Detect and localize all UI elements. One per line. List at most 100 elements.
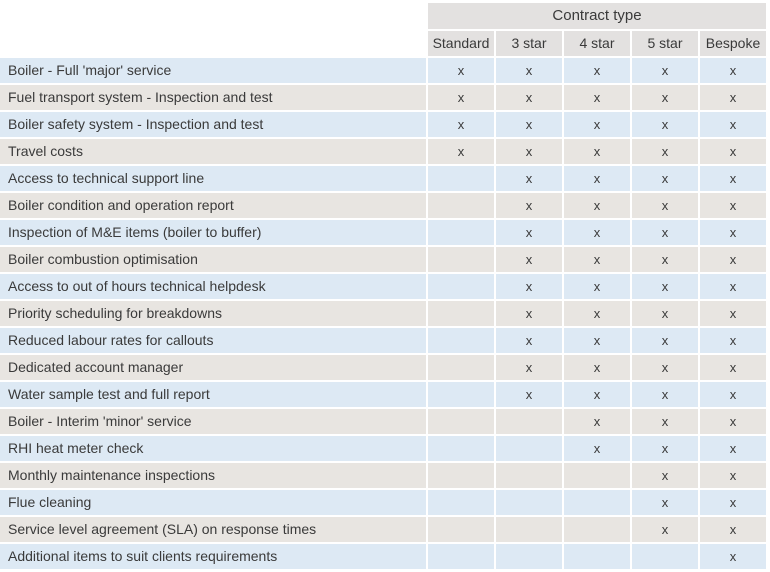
table-row: Monthly maintenance inspections x x <box>0 463 770 488</box>
mark-cell-4-star: x <box>564 247 630 272</box>
service-label-cell: Fuel transport system - Inspection and t… <box>0 85 426 110</box>
mark-cell-3-star <box>496 517 562 542</box>
table-row: Flue cleaning x x <box>0 490 770 515</box>
table-row: Access to out of hours technical helpdes… <box>0 274 770 299</box>
mark-cell-standard: x <box>428 85 494 110</box>
mark-cell-standard <box>428 436 494 461</box>
mark-cell-3-star: x <box>496 382 562 407</box>
mark-cell-3-star: x <box>496 193 562 218</box>
service-label-cell: Travel costs <box>0 139 426 164</box>
table-header: Contract type Standard 3 star 4 star 5 s… <box>428 3 766 56</box>
col-header-5-star: 5 star <box>632 31 698 56</box>
mark-cell-5-star: x <box>632 301 698 326</box>
mark-cell-3-star: x <box>496 355 562 380</box>
mark-cell-standard <box>428 490 494 515</box>
mark-cell-standard <box>428 544 494 569</box>
table-row: Additional items to suit clients require… <box>0 544 770 569</box>
table-row: Service level agreement (SLA) on respons… <box>0 517 770 542</box>
service-label-cell: Boiler - Full 'major' service <box>0 58 426 83</box>
service-label-cell: Service level agreement (SLA) on respons… <box>0 517 426 542</box>
mark-cell-bespoke: x <box>700 166 766 191</box>
mark-cell-5-star: x <box>632 490 698 515</box>
mark-cell-4-star: x <box>564 355 630 380</box>
col-header-3-star: 3 star <box>496 31 562 56</box>
mark-cell-standard <box>428 247 494 272</box>
mark-cell-5-star: x <box>632 409 698 434</box>
mark-cell-standard <box>428 517 494 542</box>
mark-cell-4-star: x <box>564 409 630 434</box>
mark-cell-5-star: x <box>632 517 698 542</box>
mark-cell-5-star: x <box>632 139 698 164</box>
mark-cell-5-star: x <box>632 382 698 407</box>
mark-cell-bespoke: x <box>700 58 766 83</box>
mark-cell-4-star: x <box>564 436 630 461</box>
mark-cell-5-star: x <box>632 58 698 83</box>
table-row: Reduced labour rates for callouts x x x … <box>0 328 770 353</box>
service-label-cell: Flue cleaning <box>0 490 426 515</box>
mark-cell-bespoke: x <box>700 436 766 461</box>
table-row: Dedicated account manager x x x x <box>0 355 770 380</box>
mark-cell-4-star: x <box>564 274 630 299</box>
table-row: Fuel transport system - Inspection and t… <box>0 85 770 110</box>
service-label-cell: Boiler - Interim 'minor' service <box>0 409 426 434</box>
service-label-cell: Reduced labour rates for callouts <box>0 328 426 353</box>
service-label-cell: Additional items to suit clients require… <box>0 544 426 569</box>
mark-cell-4-star: x <box>564 112 630 137</box>
service-label-cell: RHI heat meter check <box>0 436 426 461</box>
mark-cell-5-star: x <box>632 247 698 272</box>
mark-cell-4-star: x <box>564 328 630 353</box>
mark-cell-5-star: x <box>632 463 698 488</box>
mark-cell-bespoke: x <box>700 355 766 380</box>
mark-cell-standard <box>428 193 494 218</box>
mark-cell-bespoke: x <box>700 112 766 137</box>
service-label-cell: Dedicated account manager <box>0 355 426 380</box>
mark-cell-4-star: x <box>564 301 630 326</box>
mark-cell-standard <box>428 463 494 488</box>
mark-cell-4-star: x <box>564 85 630 110</box>
mark-cell-3-star <box>496 490 562 515</box>
mark-cell-standard <box>428 166 494 191</box>
mark-cell-5-star: x <box>632 193 698 218</box>
mark-cell-3-star: x <box>496 301 562 326</box>
mark-cell-standard <box>428 328 494 353</box>
mark-cell-3-star <box>496 436 562 461</box>
mark-cell-5-star: x <box>632 85 698 110</box>
table-row: Boiler - Interim 'minor' service x x x <box>0 409 770 434</box>
mark-cell-bespoke: x <box>700 490 766 515</box>
mark-cell-4-star: x <box>564 58 630 83</box>
mark-cell-4-star <box>564 490 630 515</box>
mark-cell-standard: x <box>428 58 494 83</box>
mark-cell-5-star: x <box>632 328 698 353</box>
mark-cell-3-star <box>496 409 562 434</box>
mark-cell-3-star <box>496 463 562 488</box>
mark-cell-bespoke: x <box>700 409 766 434</box>
mark-cell-standard: x <box>428 139 494 164</box>
mark-cell-bespoke: x <box>700 463 766 488</box>
table-row: Priority scheduling for breakdowns x x x… <box>0 301 770 326</box>
table-row: Access to technical support line x x x x <box>0 166 770 191</box>
service-label-cell: Monthly maintenance inspections <box>0 463 426 488</box>
service-label-cell: Water sample test and full report <box>0 382 426 407</box>
col-header-4-star: 4 star <box>564 31 630 56</box>
mark-cell-bespoke: x <box>700 328 766 353</box>
mark-cell-3-star <box>496 544 562 569</box>
mark-cell-3-star: x <box>496 139 562 164</box>
table-row: Water sample test and full report x x x … <box>0 382 770 407</box>
service-label-cell: Boiler safety system - Inspection and te… <box>0 112 426 137</box>
group-header-contract-type: Contract type <box>428 3 766 29</box>
mark-cell-4-star: x <box>564 220 630 245</box>
table-row: Boiler safety system - Inspection and te… <box>0 112 770 137</box>
mark-cell-5-star: x <box>632 436 698 461</box>
column-headers: Standard 3 star 4 star 5 star Bespoke <box>428 31 766 56</box>
mark-cell-standard <box>428 382 494 407</box>
mark-cell-4-star <box>564 463 630 488</box>
mark-cell-4-star: x <box>564 166 630 191</box>
mark-cell-4-star: x <box>564 139 630 164</box>
service-label-cell: Access to technical support line <box>0 166 426 191</box>
mark-cell-bespoke: x <box>700 382 766 407</box>
service-label-cell: Priority scheduling for breakdowns <box>0 301 426 326</box>
mark-cell-4-star <box>564 544 630 569</box>
mark-cell-5-star: x <box>632 355 698 380</box>
mark-cell-standard <box>428 274 494 299</box>
mark-cell-3-star: x <box>496 58 562 83</box>
